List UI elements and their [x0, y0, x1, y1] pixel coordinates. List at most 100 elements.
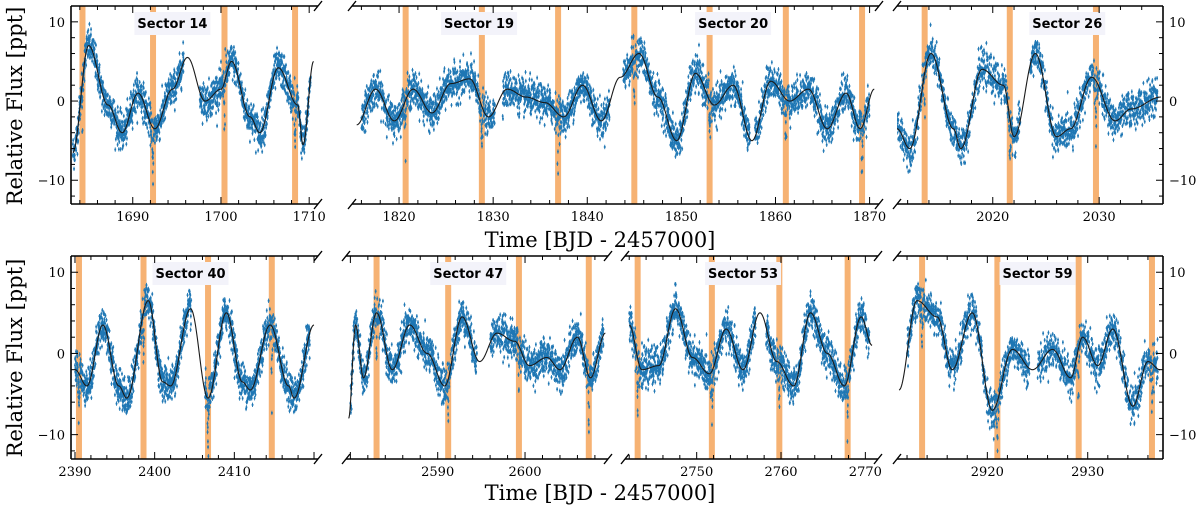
data-point: [443, 80, 446, 83]
data-point: [256, 115, 259, 118]
data-point: [292, 87, 294, 90]
data-point: [164, 96, 167, 98]
data-point: [79, 87, 82, 90]
data-point: [170, 95, 173, 97]
data-point: [245, 113, 248, 116]
data-point: [95, 62, 98, 65]
data-point: [166, 105, 168, 107]
data-point: [250, 109, 253, 112]
data-point: [367, 88, 369, 91]
data-point: [217, 109, 220, 111]
data-point: [454, 68, 457, 71]
data-point: [421, 103, 424, 106]
data-point: [230, 47, 233, 50]
data-point: [237, 62, 240, 65]
data-point: [224, 123, 226, 126]
data-point: [257, 136, 260, 138]
data-point: [413, 78, 416, 81]
data-point: [131, 127, 134, 130]
data-point: [169, 97, 172, 100]
data-point: [179, 72, 182, 75]
data-point: [363, 121, 366, 124]
data-point: [237, 68, 240, 71]
data-point: [445, 98, 448, 101]
data-point: [199, 87, 202, 90]
data-point: [108, 96, 111, 99]
data-point: [157, 129, 159, 132]
data-point: [255, 120, 258, 123]
data-point: [119, 110, 122, 113]
data-point: [153, 126, 156, 129]
data-point: [159, 109, 162, 112]
data-point: [75, 128, 78, 131]
data-point: [172, 74, 175, 77]
data-point: [435, 102, 438, 105]
data-point: [231, 58, 234, 61]
data-point: [95, 55, 98, 58]
data-point: [300, 157, 303, 160]
data-point: [114, 112, 117, 114]
data-point: [136, 72, 138, 75]
data-point: [445, 82, 448, 85]
data-point: [257, 120, 260, 123]
data-point: [432, 109, 435, 112]
data-point: [168, 84, 171, 87]
data-point: [278, 64, 280, 67]
data-point: [291, 117, 294, 120]
data-point: [168, 97, 170, 100]
data-point: [363, 115, 365, 118]
data-point: [163, 119, 166, 121]
data-point: [103, 93, 106, 96]
data-point: [426, 92, 429, 95]
data-point: [208, 77, 210, 80]
data-point: [111, 106, 114, 109]
data-point: [279, 70, 282, 73]
data-point: [79, 113, 82, 116]
data-point: [179, 60, 182, 63]
data-point: [173, 85, 176, 87]
data-point: [438, 96, 441, 99]
data-point: [296, 115, 299, 118]
data-point: [280, 69, 283, 72]
data-point: [408, 94, 411, 97]
data-point: [367, 103, 370, 106]
data-point: [109, 116, 112, 119]
data-point: [441, 101, 444, 104]
data-point: [264, 131, 267, 134]
data-point: [244, 118, 246, 121]
data-point: [130, 118, 133, 121]
data-point: [279, 59, 282, 61]
data-point: [268, 87, 271, 90]
data-point: [160, 123, 163, 125]
data-point: [248, 126, 250, 129]
data-point: [290, 91, 293, 93]
data-point: [152, 122, 155, 124]
data-point: [389, 109, 392, 112]
data-point: [206, 111, 209, 114]
data-point: [225, 54, 228, 57]
data-point: [173, 100, 175, 103]
data-point: [138, 90, 140, 93]
data-point: [164, 117, 167, 120]
data-point: [97, 68, 100, 71]
data-point: [251, 132, 254, 135]
data-point: [425, 96, 428, 98]
data-point: [431, 120, 434, 123]
data-point: [385, 112, 388, 115]
data-point: [103, 106, 105, 109]
data-point: [167, 90, 170, 93]
data-point: [247, 122, 250, 125]
data-point: [418, 119, 421, 122]
data-point: [100, 76, 103, 79]
data-point: [454, 77, 457, 80]
data-point: [160, 120, 163, 123]
data-point: [380, 107, 383, 110]
data-point: [285, 64, 287, 66]
data-point: [126, 137, 128, 140]
data-point: [82, 77, 85, 80]
data-point: [362, 111, 365, 114]
data-point: [90, 42, 93, 45]
data-point: [403, 100, 405, 103]
data-point: [453, 58, 456, 61]
data-point: [438, 104, 441, 107]
